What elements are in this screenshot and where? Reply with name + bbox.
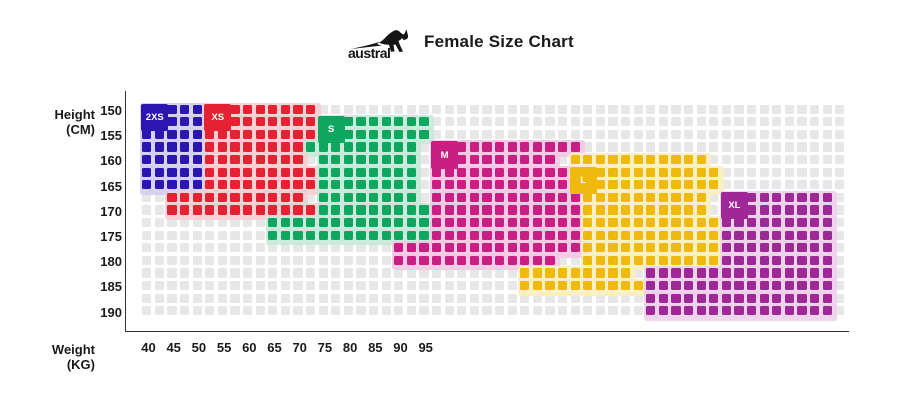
svg-text:austral: austral	[348, 45, 390, 61]
